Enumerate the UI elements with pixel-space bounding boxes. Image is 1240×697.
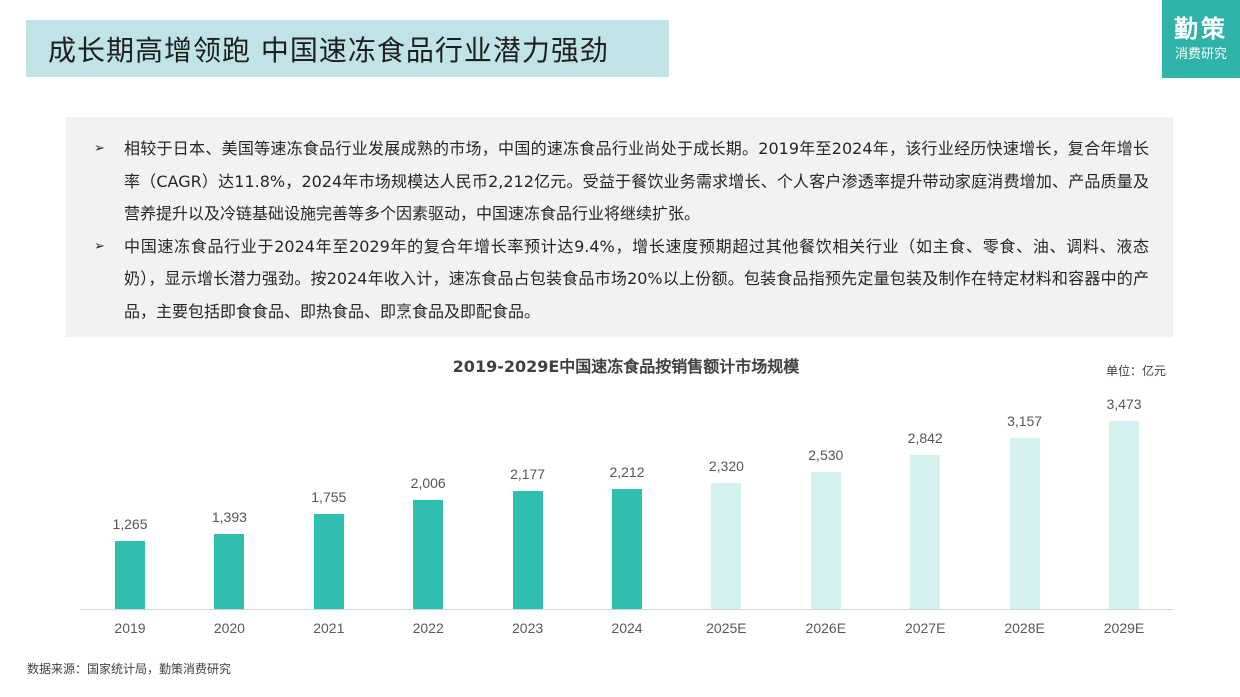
bar-value-label: 2,212 xyxy=(609,464,645,480)
bar xyxy=(413,500,444,609)
page-title-banner: 成长期高增领跑 中国速冻食品行业潜力强劲 xyxy=(26,20,669,77)
bar xyxy=(910,455,941,609)
bar-group: 2,177 2023 xyxy=(488,0,568,697)
bar-group: 3,157 2028E xyxy=(985,0,1065,697)
bar-value-label: 3,157 xyxy=(1007,413,1043,429)
bar-value-label: 2,177 xyxy=(510,466,546,482)
arrow-bullet-icon: ➢ xyxy=(94,141,105,156)
bar xyxy=(115,541,145,609)
x-axis-tick-label: 2025E xyxy=(706,620,747,636)
summary-bullet: ➢ 中国速冻食品行业于2024年至2029年的复合年增长率预计达9.4%，增长速… xyxy=(94,231,1149,329)
bar xyxy=(1109,421,1139,609)
x-axis-tick-label: 2029E xyxy=(1103,620,1145,636)
bar-value-label: 1,393 xyxy=(211,509,247,525)
bar-value-label: 2,006 xyxy=(410,475,446,491)
chart-unit-label: 单位：亿元 xyxy=(1106,364,1167,378)
bar-group: 2,006 2022 xyxy=(388,0,468,697)
summary-box: ➢ 相较于日本、美国等速冻食品行业发展成熟的市场，中国的速冻食品行业尚处于成长期… xyxy=(66,117,1173,337)
bar xyxy=(1009,438,1040,609)
summary-bullet-text: 相较于日本、美国等速冻食品行业发展成熟的市场，中国的速冻食品行业尚处于成长期。2… xyxy=(124,139,1149,223)
chart-title: 2019-2029E中国速冻食品按销售额计市场规模 xyxy=(452,357,800,376)
x-axis-tick-label: 2022 xyxy=(412,620,444,636)
logo-main-text: 勤策 xyxy=(1174,15,1228,43)
x-axis-tick-label: 2019 xyxy=(114,620,146,636)
x-axis-tick-label: 2021 xyxy=(313,620,345,636)
bar-value-label: 2,320 xyxy=(708,458,744,474)
bar-group: 2,842 2027E xyxy=(885,0,965,697)
bar xyxy=(214,534,245,609)
bar-group: 1,755 2021 xyxy=(289,0,369,697)
bar-group: 2,212 2024 xyxy=(587,0,667,697)
x-axis-line xyxy=(80,609,1174,610)
arrow-bullet-icon: ➢ xyxy=(94,238,105,254)
bar-value-label: 2,842 xyxy=(907,430,943,446)
bar-value-label: 2,530 xyxy=(808,447,844,463)
bar-group: 3,473 2029E xyxy=(1084,0,1164,697)
bar xyxy=(810,472,841,609)
bar xyxy=(313,514,344,609)
summary-bullet-text: 中国速冻食品行业于2024年至2029年的复合年增长率预计达9.4%，增长速度预… xyxy=(124,236,1149,321)
data-source-note: 数据来源：国家统计局，勤策消费研究 xyxy=(27,662,232,676)
bar-group: 1,393 2020 xyxy=(189,0,269,697)
x-axis-tick-label: 2027E xyxy=(904,620,946,636)
bar xyxy=(612,489,642,609)
x-axis-tick-label: 2020 xyxy=(213,620,245,636)
x-axis-tick-label: 2028E xyxy=(1004,620,1045,636)
bar-value-label: 1,265 xyxy=(112,516,148,532)
bar-value-label: 1,755 xyxy=(311,489,347,505)
logo-sub-text: 消费研究 xyxy=(1174,47,1227,62)
bar xyxy=(512,491,543,609)
brand-logo: 勤策 消费研究 xyxy=(1162,0,1240,78)
x-axis-tick-label: 2026E xyxy=(805,620,847,636)
page-title: 成长期高增领跑 中国速冻食品行业潜力强劲 xyxy=(48,33,609,67)
bar-value-label: 3,473 xyxy=(1106,396,1142,412)
x-axis-tick-label: 2023 xyxy=(512,620,544,636)
bar-group: 1,265 2019 xyxy=(90,0,170,697)
bar-group: 2,320 2025E xyxy=(686,0,766,697)
summary-bullet: ➢ 相较于日本、美国等速冻食品行业发展成熟的市场，中国的速冻食品行业尚处于成长期… xyxy=(94,133,1149,231)
bar xyxy=(711,483,742,609)
x-axis-tick-label: 2024 xyxy=(611,620,643,636)
bar-group: 2,530 2026E xyxy=(786,0,866,697)
